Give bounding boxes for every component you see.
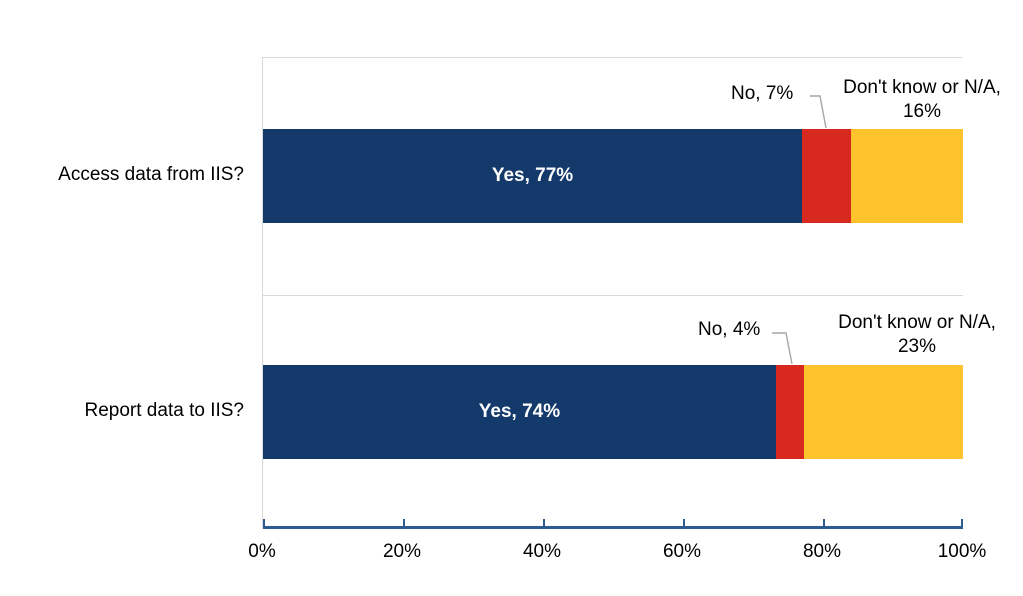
x-tick-label-20: 20%: [382, 541, 422, 562]
segment-value-label: Yes, 77%: [491, 165, 574, 186]
category-label-access-data: Access data from IIS?: [58, 164, 244, 185]
x-tick-label-40: 40%: [522, 541, 562, 562]
data-label-line2: 23%: [897, 336, 937, 357]
x-axis-line: [263, 526, 963, 529]
x-tick-label-80: 80%: [802, 541, 842, 562]
data-label-dontknow-bar1: Don't know or N/A, 16%: [832, 76, 1012, 124]
x-tick-label-0: 0%: [248, 541, 276, 562]
segment-no: [775, 365, 804, 459]
x-tick-label-60: 60%: [662, 541, 702, 562]
x-axis-tick: [823, 519, 825, 527]
segment-dontknow: [803, 365, 963, 459]
data-label-line2: 16%: [902, 101, 942, 122]
segment-yes: Yes, 74%: [263, 365, 776, 459]
category-band-divider: [263, 295, 963, 296]
data-label-line1: Don't know or N/A,: [838, 312, 996, 333]
segment-no: [802, 129, 851, 223]
data-label-line1: Don't know or N/A,: [843, 77, 1001, 98]
bar-report-data: Yes, 74%: [263, 365, 963, 459]
x-axis-tick: [961, 519, 963, 527]
x-axis-tick: [683, 519, 685, 527]
bar-access-data: Yes, 77%: [263, 129, 963, 223]
data-label-dontknow-bar2: Don't know or N/A, 23%: [827, 311, 1007, 359]
plot-area: Yes, 77% Yes, 74%: [262, 57, 963, 529]
x-tick-label-100: 100%: [937, 541, 987, 562]
data-label-no-bar1: No, 7%: [731, 83, 794, 104]
x-axis-tick: [543, 519, 545, 527]
segment-dontknow: [851, 129, 963, 223]
segment-value-label: Yes, 74%: [478, 401, 561, 422]
segment-yes: Yes, 77%: [263, 129, 802, 223]
data-label-no-bar2: No, 4%: [698, 319, 761, 340]
x-axis-tick: [403, 519, 405, 527]
x-axis-tick: [263, 519, 265, 527]
category-label-report-data: Report data to IIS?: [84, 400, 245, 421]
